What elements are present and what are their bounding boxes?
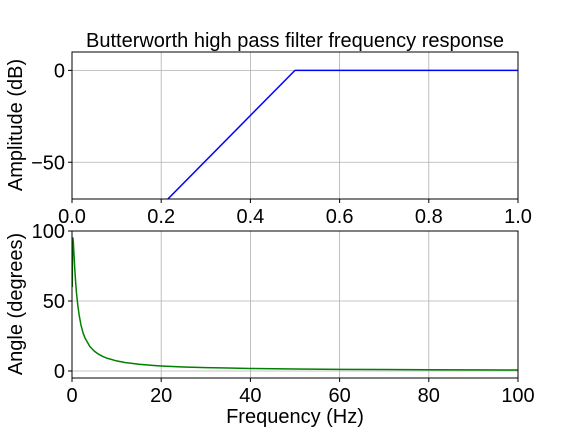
phase-y-axis-label: Angle (degrees) — [5, 233, 27, 375]
phase-x-tick-label: 0 — [66, 385, 77, 407]
amplitude-x-tick-label: 1.0 — [504, 206, 532, 228]
amplitude-plot-title: Butterworth high pass filter frequency r… — [86, 30, 504, 52]
amplitude-x-tick-label: 0.8 — [415, 206, 443, 228]
phase-x-tick-label: 100 — [501, 385, 534, 407]
phase-x-tick-label: 40 — [239, 385, 261, 407]
phase-ticks: 0 20 40 60 80 100 0 50 100 — [32, 221, 535, 407]
phase-x-axis-label: Frequency (Hz) — [226, 406, 364, 428]
phase-y-tick-label: 50 — [43, 291, 65, 313]
amplitude-series-layer — [167, 69, 518, 199]
amplitude-axes-frame — [71, 51, 519, 200]
phase-x-tick-label: 80 — [418, 385, 440, 407]
amplitude-grid — [71, 52, 519, 199]
amplitude-y-tick-label: 0 — [54, 60, 65, 82]
phase-plot: 0 20 40 60 80 100 0 50 100 Frequency (Hz) Angle … — [5, 221, 535, 428]
amplitude-y-axis-label: Amplitude (dB) — [5, 59, 27, 191]
amplitude-x-tick-label: 0.4 — [236, 206, 264, 228]
phase-x-tick-label: 20 — [150, 385, 172, 407]
phase-grid — [71, 230, 519, 378]
phase-series-layer — [72, 237, 518, 371]
amplitude-series-line — [167, 69, 518, 199]
phase-y-tick-label: 0 — [54, 361, 65, 383]
amplitude-x-tick-label: 0.0 — [58, 206, 86, 228]
amplitude-plot: 0.0 0.2 0.4 0.6 0.8 1.0 0 −50 Butterworth high … — [5, 30, 532, 228]
phase-axes-frame — [71, 230, 519, 379]
phase-series-line — [72, 237, 518, 371]
phase-x-tick-label: 60 — [328, 385, 350, 407]
phase-y-tick-label: 100 — [32, 221, 65, 243]
amplitude-x-tick-label: 0.2 — [147, 206, 175, 228]
amplitude-x-tick-label: 0.6 — [326, 206, 354, 228]
amplitude-y-tick-label: −50 — [31, 152, 65, 174]
amplitude-ticks: 0.0 0.2 0.4 0.6 0.8 1.0 0 −50 — [31, 60, 532, 228]
